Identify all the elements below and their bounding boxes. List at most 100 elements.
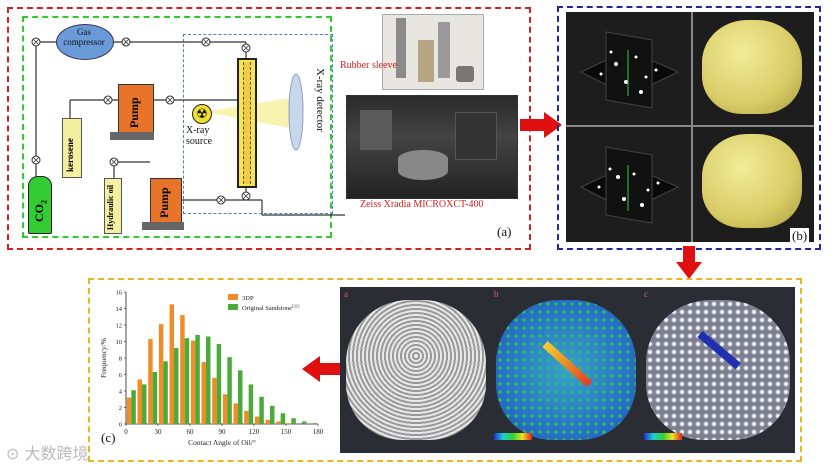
render-b-label: b <box>494 289 499 299</box>
x-tick-label: 180 <box>313 428 324 436</box>
xray-detector-label: X-ray detector <box>314 68 326 132</box>
slices-render-top <box>579 31 680 109</box>
bar-original-sandstone <box>227 357 232 424</box>
legend-swatch <box>228 294 238 300</box>
ct-photo-stage <box>398 150 448 180</box>
x-tick-label: 120 <box>249 428 260 436</box>
pump-bottom-icon <box>150 178 182 226</box>
y-tick-label: 4 <box>119 389 123 396</box>
gas-compressor-label: Gas compressor <box>63 27 105 47</box>
bar-3dp <box>158 324 164 424</box>
bar-original-sandstone <box>238 370 243 424</box>
sleeve-part-4 <box>456 66 474 82</box>
bar-original-sandstone <box>302 421 307 424</box>
imaging-frame <box>183 34 333 214</box>
bar-3dp <box>148 339 153 424</box>
zeiss-label: Zeiss Xradia MICROXCT-400 <box>360 199 484 210</box>
y-tick-label: 10 <box>116 339 123 346</box>
x-axis-label: Contact Angle of Oil/° <box>188 438 256 447</box>
bar-3dp <box>233 403 238 424</box>
kerosene-label: kerosene <box>65 138 75 172</box>
schematic-frame <box>22 16 332 238</box>
bar-original-sandstone <box>152 372 158 424</box>
y-axis-label: Frequency/% <box>99 338 108 378</box>
bar-original-sandstone <box>131 390 136 424</box>
render-c-colorbar <box>644 433 682 440</box>
arrow-right-icon <box>520 112 562 138</box>
bar-3dp <box>212 377 217 424</box>
bar-3dp <box>254 416 260 424</box>
bar-3dp <box>201 362 206 424</box>
xray-source-label: X-ray source <box>186 125 213 147</box>
bar-3dp <box>286 423 292 424</box>
arrow-down-icon <box>676 246 702 279</box>
x-tick-label: 150 <box>281 428 292 436</box>
gas-compressor <box>56 24 114 60</box>
hydraulic-oil-label: Hydraulic oil <box>106 184 115 230</box>
watermark-text: 大数跨境 <box>24 444 89 463</box>
ct-photo-source <box>360 110 392 150</box>
bar-original-sandstone <box>174 348 179 424</box>
bar-original-sandstone <box>163 361 168 424</box>
co2-subscript: 2 <box>39 200 49 204</box>
pump-top-label: Pump <box>127 97 141 128</box>
y-tick-label: 16 <box>116 290 123 297</box>
kerosene-tank <box>62 118 82 178</box>
render-c-volume <box>646 300 790 440</box>
legend-swatch <box>228 304 238 310</box>
sleeve-part-2 <box>418 40 434 82</box>
render-b-volume <box>496 300 636 440</box>
bar-original-sandstone <box>248 384 254 424</box>
y-tick-label: 8 <box>119 356 122 363</box>
co2-cylinder <box>28 176 52 234</box>
bar-3dp <box>265 419 270 424</box>
bar-original-sandstone <box>280 413 286 424</box>
legend-label: 3DP <box>242 295 254 302</box>
y-tick-label: 14 <box>116 306 123 313</box>
watermark-logo: ⊙ 大数跨境 <box>6 440 89 464</box>
x-tick-label: 30 <box>155 428 163 436</box>
y-tick-label: 2 <box>119 405 122 412</box>
histogram-chart: 0 2 4 6 8 10 12 14 16 0 30 60 90 120 150 180 Contact Ang… <box>99 290 324 448</box>
bar-3dp <box>276 421 281 424</box>
schematic-lines <box>31 37 345 216</box>
watermark-icon: ⊙ <box>6 444 20 463</box>
rubber-sleeve-label: Rubber sleeve <box>340 60 397 71</box>
bar-3dp <box>180 315 185 424</box>
bar-original-sandstone <box>142 384 147 424</box>
bar-3dp <box>244 410 249 424</box>
arrow-left-icon <box>302 356 344 382</box>
y-tick-label: 6 <box>119 372 123 379</box>
ct-photo-detector <box>455 112 497 160</box>
y-tick-label: 12 <box>116 323 123 330</box>
bar-3dp <box>222 394 228 424</box>
bar-original-sandstone <box>291 418 296 424</box>
y-tick-label: 0 <box>119 422 122 429</box>
co2-text: CO <box>32 204 46 222</box>
pump-bottom-base <box>142 222 184 230</box>
radiation-icon: ☢ <box>192 104 212 124</box>
sleeve-part-1 <box>396 18 406 78</box>
x-tick-label: 60 <box>187 428 195 436</box>
sleeve-part-3 <box>438 22 450 78</box>
sample-column-core <box>243 62 251 184</box>
x-tick-label: 0 <box>124 428 128 436</box>
bar-3dp <box>190 340 196 424</box>
bar-3dp <box>169 304 174 424</box>
bar-original-sandstone <box>216 343 222 424</box>
x-tick-label: 90 <box>219 428 227 436</box>
bar-original-sandstone <box>270 405 275 424</box>
render-a-label: a <box>344 289 348 299</box>
panel-c-label: (c) <box>101 430 116 445</box>
co2-label: CO2 <box>32 200 48 222</box>
render-b-colorbar <box>494 433 532 440</box>
panel-b-label: (b) <box>790 228 810 244</box>
legend-label: Original Sandstone[31] <box>242 304 300 313</box>
bar-3dp <box>126 397 132 424</box>
bar-original-sandstone <box>195 334 200 424</box>
slices-render-bottom <box>579 146 680 224</box>
panel-b-divider-h <box>566 125 814 127</box>
panel-a-label: (a) <box>497 224 512 239</box>
pump-top-base <box>110 132 154 140</box>
pore-volume-bottom <box>702 134 802 228</box>
